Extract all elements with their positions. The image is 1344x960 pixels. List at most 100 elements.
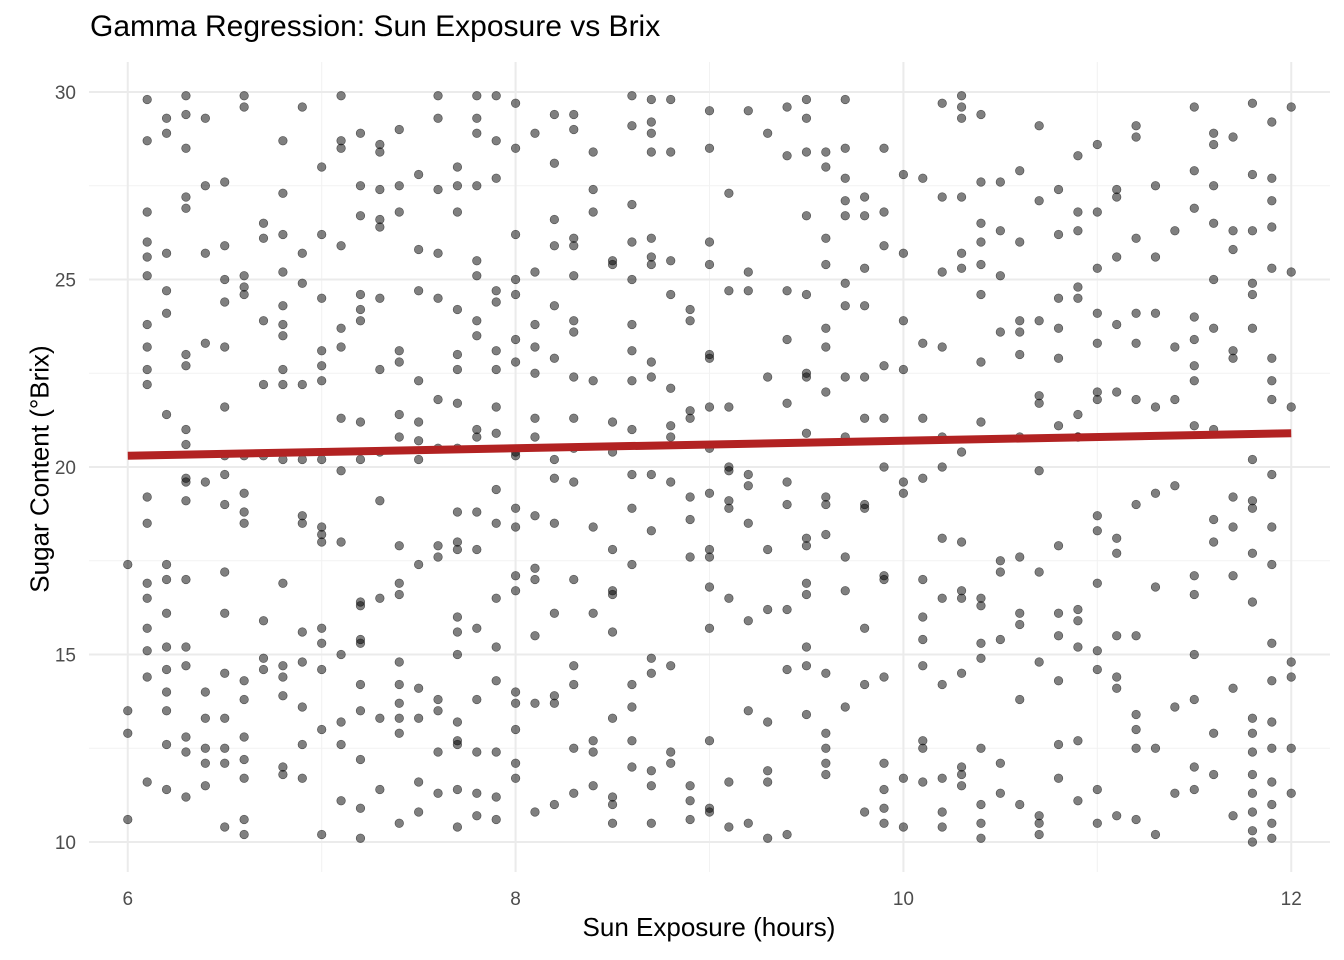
data-point: [1112, 548, 1122, 558]
data-point: [821, 147, 831, 157]
data-point: [1189, 312, 1199, 322]
data-point: [956, 447, 967, 457]
data-point: [1015, 608, 1025, 618]
data-point: [452, 717, 463, 727]
data-point: [394, 124, 404, 135]
data-point: [937, 822, 947, 832]
data-point: [452, 181, 463, 191]
data-point: [181, 574, 191, 585]
data-point: [181, 661, 191, 671]
data-point: [918, 612, 928, 622]
data-point: [530, 413, 540, 423]
data-point: [1247, 323, 1258, 333]
data-point: [879, 413, 889, 423]
data-point: [549, 301, 559, 311]
data-point: [685, 304, 695, 315]
data-point: [666, 758, 676, 768]
data-point: [394, 728, 404, 738]
data-point: [1170, 226, 1180, 236]
data-point: [510, 571, 521, 581]
data-point: [452, 364, 463, 375]
data-point: [918, 777, 928, 787]
data-point: [627, 91, 637, 101]
data-point: [491, 484, 501, 495]
data-point: [627, 376, 637, 386]
data-point: [646, 259, 656, 270]
data-point: [860, 192, 870, 202]
data-point: [510, 274, 521, 285]
data-point: [918, 634, 928, 645]
y-tick-label: 25: [55, 271, 76, 292]
data-point: [646, 668, 656, 678]
data-point: [394, 346, 404, 356]
data-point: [549, 214, 559, 225]
tick-labels: 6 8 10 12 10 15 20 25 30: [55, 83, 1302, 910]
data-point: [646, 128, 656, 138]
data-point: [1073, 282, 1083, 292]
data-point: [336, 342, 346, 352]
data-point: [782, 398, 792, 408]
data-point: [510, 503, 521, 513]
data-point: [1228, 811, 1238, 821]
data-point: [549, 799, 559, 810]
data-point: [840, 586, 850, 596]
data-point: [355, 833, 366, 843]
data-point: [646, 781, 656, 791]
data-point: [278, 331, 288, 341]
data-point: [569, 477, 579, 487]
data-point: [898, 773, 909, 783]
data-point: [375, 184, 385, 195]
data-point: [1189, 361, 1199, 371]
data-point: [355, 601, 366, 611]
data-point: [1170, 481, 1180, 491]
data-point: [414, 286, 424, 296]
data-point: [336, 796, 346, 806]
data-point: [588, 736, 598, 746]
data-point: [394, 432, 404, 442]
data-point: [607, 544, 618, 555]
data-point: [181, 792, 191, 802]
data-point: [200, 477, 210, 487]
data-point: [1209, 274, 1219, 285]
data-point: [840, 278, 850, 288]
data-point: [801, 372, 812, 382]
data-point: [142, 593, 152, 603]
data-point: [123, 706, 133, 716]
data-point: [743, 481, 753, 491]
data-point: [452, 649, 463, 660]
data-point: [569, 241, 579, 251]
data-point: [1150, 402, 1161, 412]
data-point: [569, 743, 579, 753]
data-point: [278, 267, 288, 277]
data-point: [1073, 796, 1083, 806]
data-point: [161, 706, 172, 716]
data-point: [1267, 469, 1277, 480]
data-point: [375, 364, 385, 375]
data-point: [840, 173, 850, 183]
data-point: [452, 398, 463, 408]
data-point: [1053, 229, 1064, 240]
data-point: [1034, 196, 1044, 206]
data-point: [200, 743, 210, 753]
data-point: [763, 604, 773, 615]
data-point: [239, 91, 249, 101]
data-point: [1228, 353, 1238, 363]
data-point: [220, 743, 230, 753]
data-point: [860, 503, 870, 513]
data-point: [510, 334, 521, 345]
data-point: [491, 642, 501, 652]
data-point: [646, 117, 656, 127]
data-point: [161, 664, 172, 675]
data-point: [840, 196, 850, 206]
data-point: [278, 229, 288, 240]
data-point: [704, 582, 715, 592]
data-point: [317, 162, 327, 172]
data-point: [200, 758, 210, 768]
data-point: [607, 589, 618, 600]
chart-title: Gamma Regression: Sun Exposure vs Brix: [90, 10, 661, 43]
data-point: [530, 319, 540, 330]
data-point: [1209, 323, 1219, 333]
data-point: [627, 469, 637, 480]
data-point: [1267, 394, 1277, 405]
